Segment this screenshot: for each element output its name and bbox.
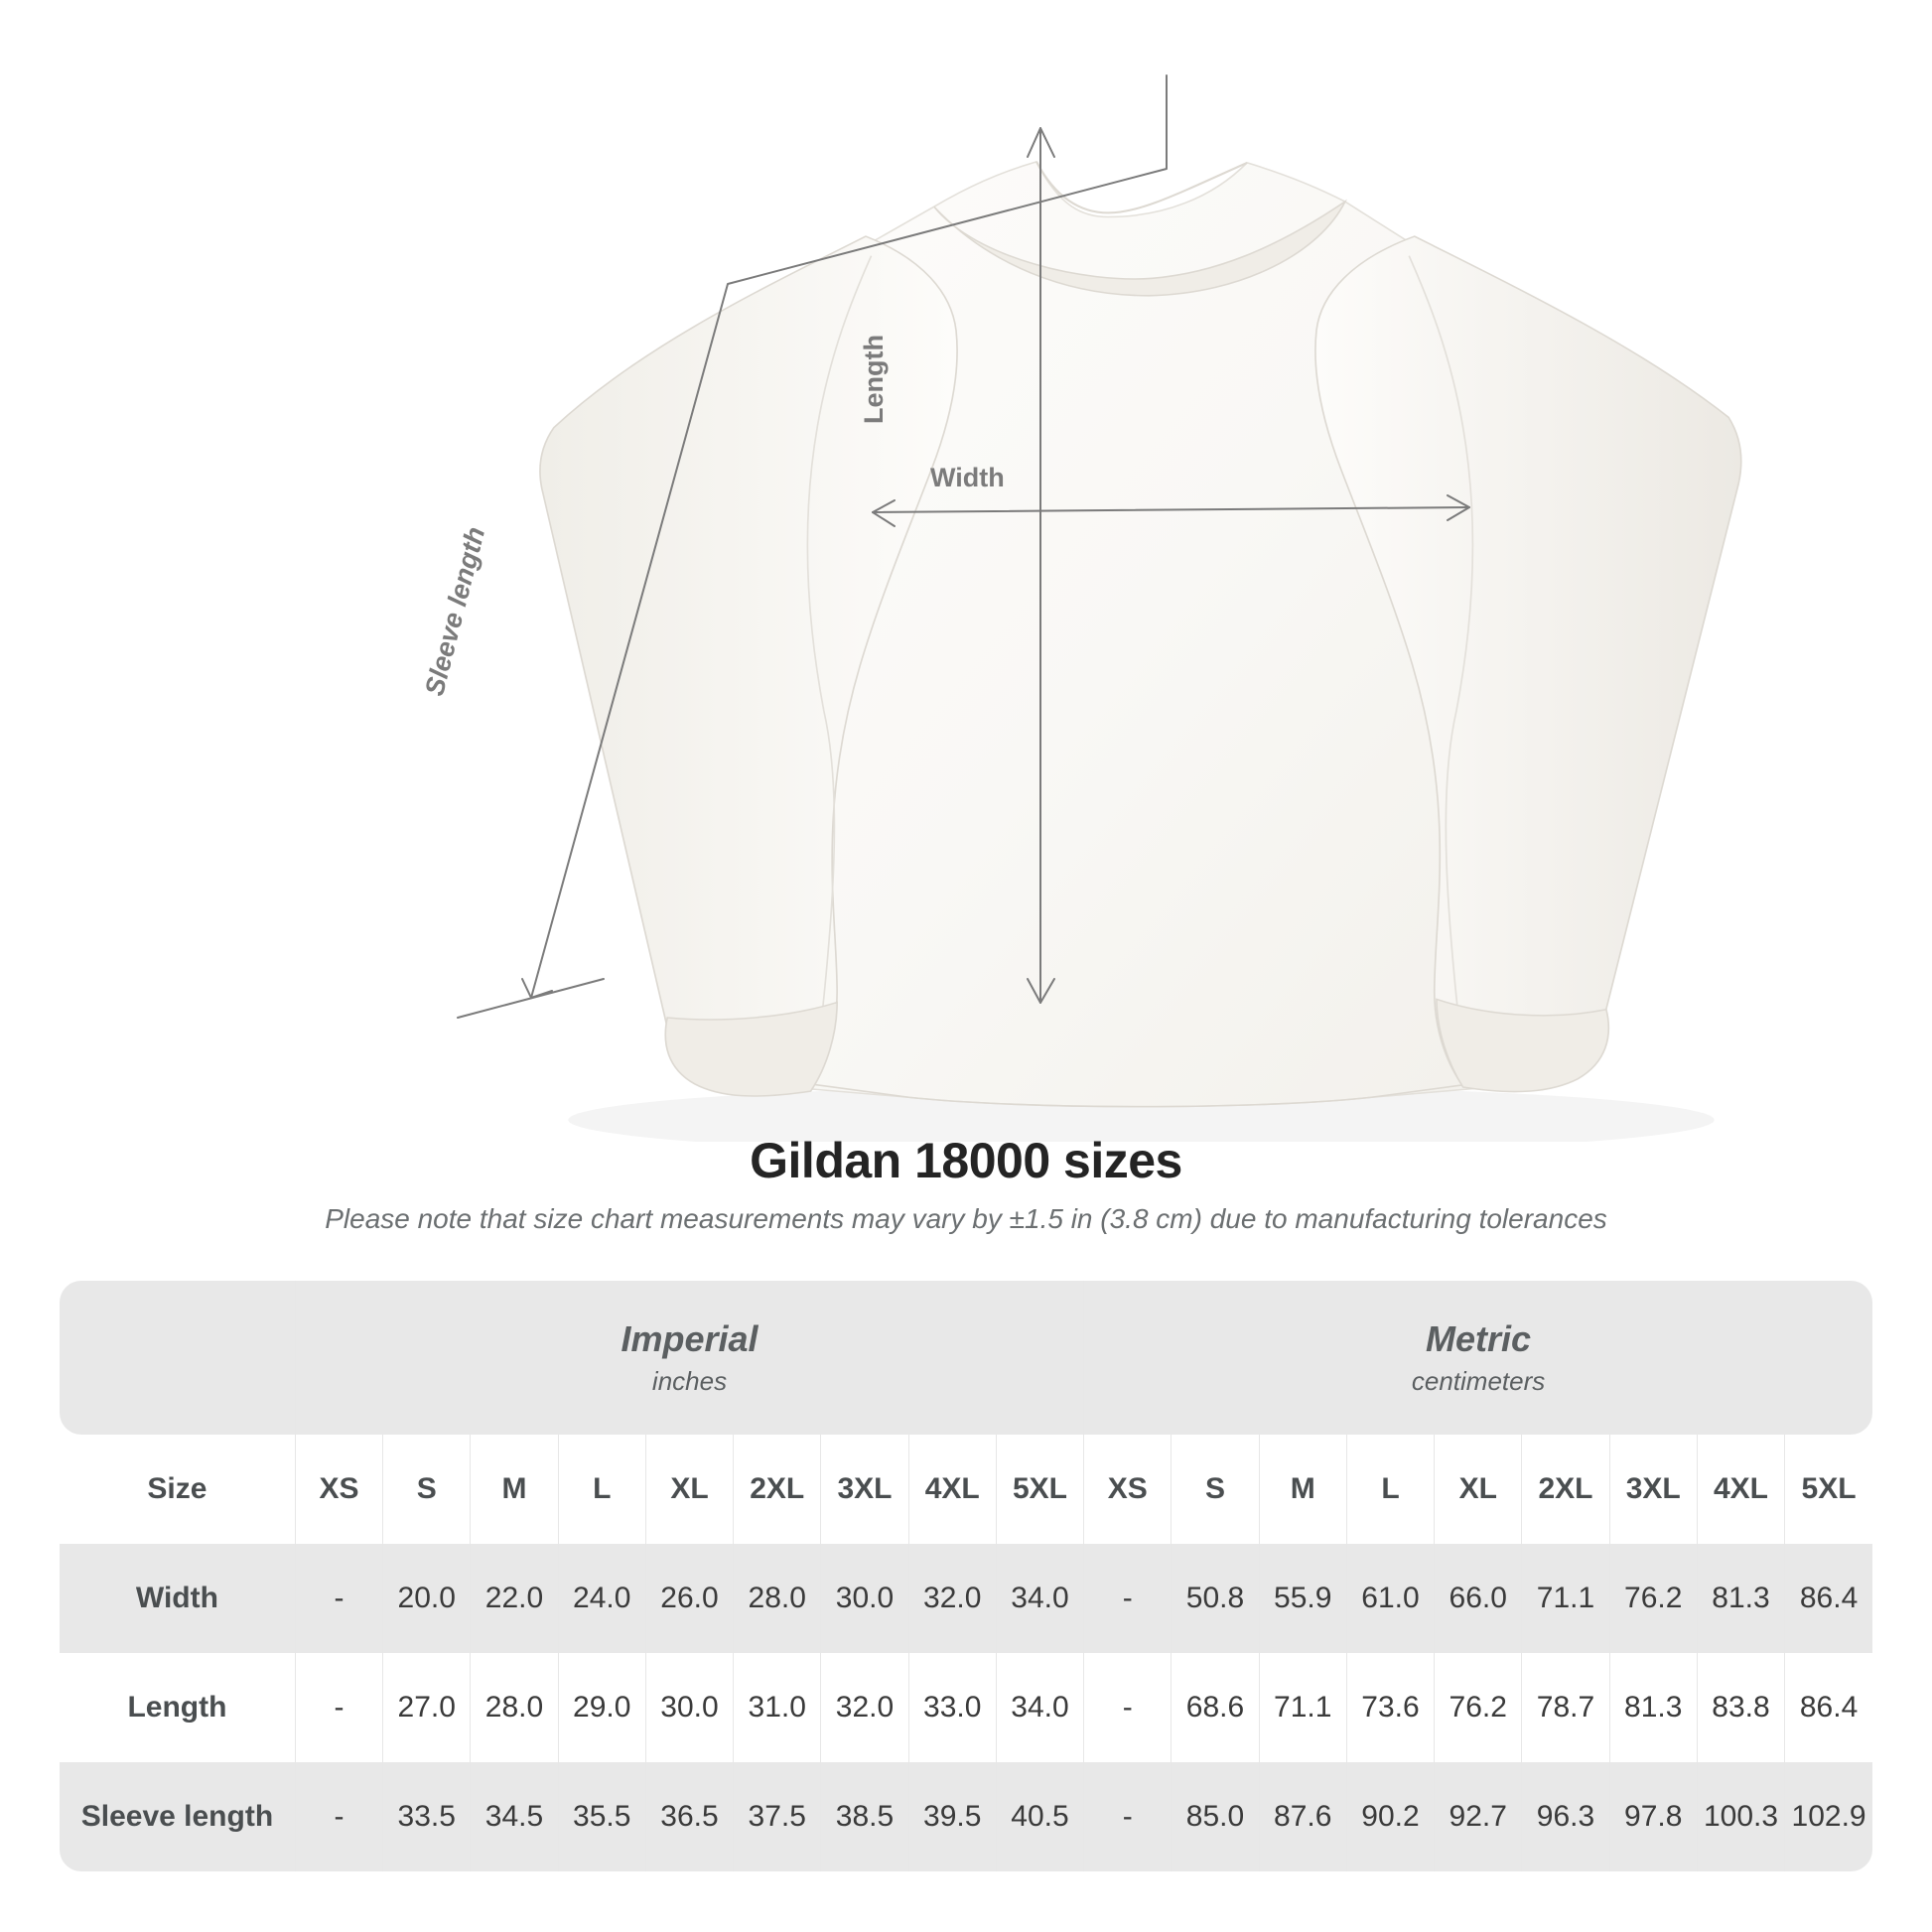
- svg-text:Width: Width: [930, 463, 1005, 492]
- svg-text:Length: Length: [859, 335, 889, 424]
- svg-text:Sleeve length: Sleeve length: [419, 524, 490, 699]
